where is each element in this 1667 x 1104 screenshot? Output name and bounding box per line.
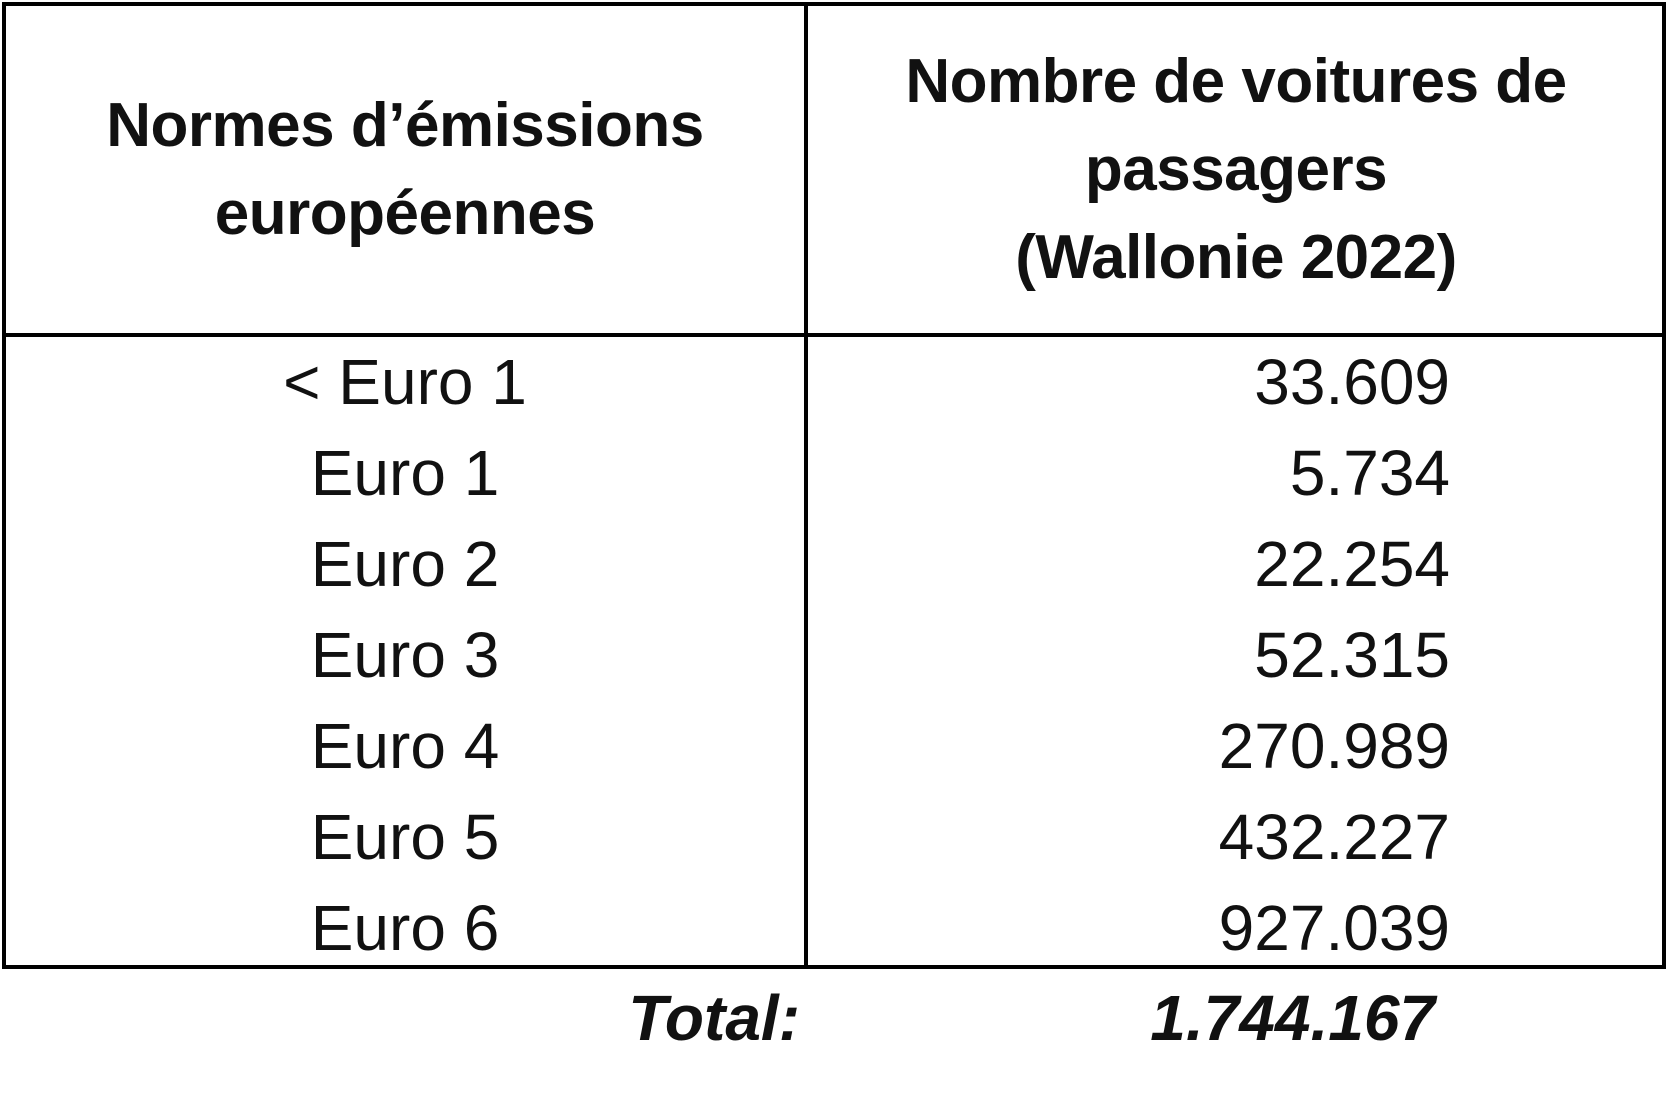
count-cell: 5.734 (1289, 437, 1450, 509)
table-row: Euro 2 22.254 (6, 519, 1662, 610)
total-label: Total: (628, 982, 800, 1054)
norm-cell: Euro 3 (310, 619, 500, 691)
norm-cell: Euro 1 (310, 437, 500, 509)
count-cell: 52.315 (1254, 619, 1450, 691)
norm-cell: Euro 5 (310, 801, 500, 873)
table-row: Euro 4 270.989 (6, 701, 1662, 792)
norm-cell: Euro 2 (310, 528, 500, 600)
table-row: Euro 5 432.227 (6, 792, 1662, 883)
header-car-count-line-2: passagers (1084, 134, 1388, 204)
norm-cell: Euro 4 (310, 710, 500, 782)
table-row: Euro 1 5.734 (6, 428, 1662, 519)
count-cell: 22.254 (1254, 528, 1450, 600)
header-emission-norms: Normes d’émissions européennes (6, 6, 804, 333)
count-cell: 927.039 (1218, 892, 1450, 964)
header-car-count-line-1: Nombre de voitures de (905, 46, 1567, 116)
table-row: Euro 3 52.315 (6, 610, 1662, 701)
header-emission-norms-line-1: Normes d’émissions (106, 90, 704, 160)
column-divider (804, 6, 808, 965)
total-value: 1.744.167 (1150, 982, 1435, 1054)
header-car-count: Nombre de voitures de passagers (Walloni… (808, 6, 1664, 333)
header-emission-norms-line-2: européennes (214, 178, 596, 248)
count-cell: 33.609 (1254, 346, 1450, 418)
count-cell: 270.989 (1218, 710, 1450, 782)
table-row: Euro 6 927.039 (6, 883, 1662, 974)
norm-cell: Euro 6 (310, 892, 500, 964)
table-body: < Euro 1 33.609 Euro 1 5.734 Euro 2 22.2… (6, 337, 1662, 974)
emissions-table: Normes d’émissions européennes Nombre de… (2, 2, 1666, 969)
header-car-count-line-3: (Wallonie 2022) (1015, 222, 1457, 292)
norm-cell: < Euro 1 (283, 346, 527, 418)
count-cell: 432.227 (1218, 801, 1450, 873)
table-row: < Euro 1 33.609 (6, 337, 1662, 428)
header-divider (6, 333, 1662, 337)
